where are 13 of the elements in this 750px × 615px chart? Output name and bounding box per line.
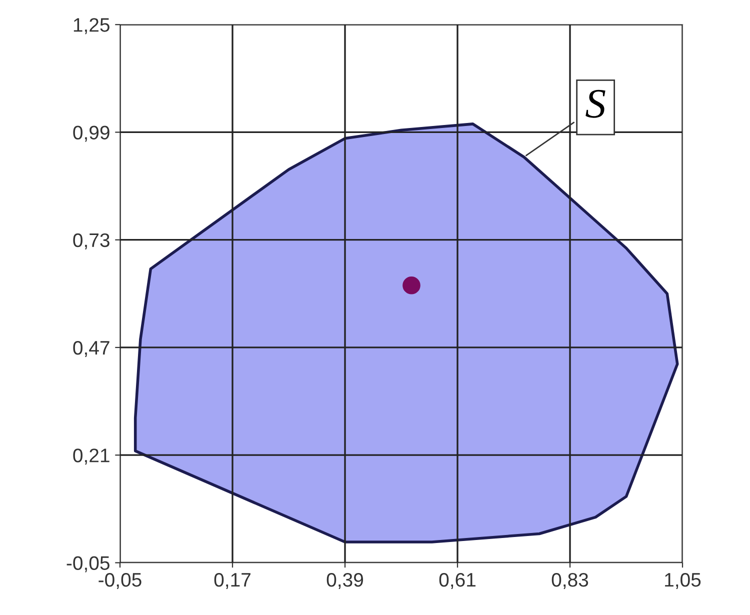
x-tick-label: 1,05: [665, 572, 701, 590]
x-tick-label: -0,05: [98, 572, 142, 590]
y-tick-label: 0,47: [73, 340, 110, 358]
y-tick-label: 0,73: [73, 233, 110, 250]
x-tick-label: 0,17: [214, 572, 250, 590]
annotation: S: [586, 90, 606, 118]
y-tick-label: 0,21: [73, 448, 110, 465]
y-tick-label: 1,25: [74, 18, 110, 34]
y-tick-label: 0,99: [73, 126, 110, 142]
x-tick-label: 0,39: [326, 572, 363, 590]
y-tick-label: -0,05: [66, 556, 110, 572]
x-tick-label: 0,61: [439, 572, 476, 590]
x-tick-label: 0,83: [552, 572, 588, 590]
